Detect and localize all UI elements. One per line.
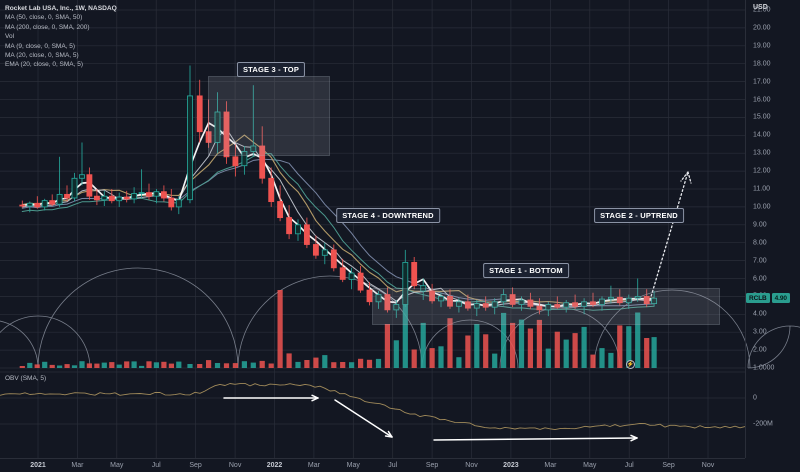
price-tick: 1.0000: [753, 364, 775, 372]
time-axis[interactable]: 2021 Mar May Jul Sep Nov 2022 Mar May Jul Sep Nov 20…: [0, 458, 745, 472]
price-axis-unit: USD: [753, 4, 768, 11]
price-badge-ticker: RCLB: [746, 293, 770, 304]
time-tick: Nov: [701, 462, 715, 469]
time-tick: Jul: [388, 462, 398, 469]
price-tick: 19.00: [753, 42, 771, 50]
time-tick: Jul: [624, 462, 634, 469]
stage-label-stage1: STAGE 1 - BOTTOM: [483, 263, 569, 278]
time-tick: 2023: [503, 462, 519, 469]
stage-box-stage1: [372, 288, 720, 325]
marker-glyph: ⚡: [626, 362, 635, 368]
event-marker-icon[interactable]: ⚡: [626, 360, 635, 369]
time-tick: Mar: [71, 462, 84, 469]
price-tick: 6.00: [753, 275, 767, 282]
stage-box-stage3: [208, 76, 330, 156]
time-tick: Mar: [307, 462, 320, 469]
time-tick: May: [346, 462, 360, 469]
stage-label-stage4: STAGE 4 - DOWNTREND: [336, 208, 440, 223]
time-tick: Jul: [151, 462, 161, 469]
price-tick: 4.00: [753, 310, 767, 318]
price-tick: 21.00: [753, 6, 771, 14]
price-tick: 2.00: [753, 346, 767, 354]
last-price-badge[interactable]: RCLB 4.90: [746, 293, 790, 304]
time-tick: Sep: [189, 462, 202, 469]
price-tick: 14.00: [753, 131, 771, 139]
candlestick-series: [19, 65, 658, 318]
price-tick: 16.00: [753, 96, 771, 103]
price-tick: 15.00: [753, 113, 771, 121]
grid-lines: [0, 0, 745, 458]
price-tick: 13.00: [753, 149, 771, 157]
time-tick: Mar: [544, 462, 557, 469]
time-tick: Sep: [662, 462, 675, 469]
price-tick: 12.00: [753, 167, 771, 175]
obv-tick: -200M: [753, 420, 773, 428]
price-tick: 11.00: [753, 185, 770, 193]
annotation-arrows: [223, 171, 692, 442]
obv-tick: 0: [753, 394, 757, 402]
price-tick: 10.00: [753, 203, 771, 211]
stage-label-stage3: STAGE 3 - TOP: [236, 62, 306, 77]
price-tick: 8.00: [753, 239, 767, 247]
stage-label-stage2: STAGE 2 - UPTREND: [594, 208, 684, 223]
price-tick: 7.00: [753, 257, 767, 265]
price-tick: 18.00: [753, 60, 771, 68]
price-tick: 3.00: [753, 328, 767, 336]
price-tick: 20.00: [753, 24, 771, 32]
price-tick: 17.00: [753, 78, 771, 86]
time-tick: 2021: [30, 462, 46, 469]
time-tick: May: [583, 462, 597, 469]
cycle-arcs: [0, 267, 800, 369]
price-tick: 9.00: [753, 221, 767, 229]
time-tick: Nov: [228, 462, 242, 469]
time-tick: Sep: [425, 462, 439, 469]
obv-series: [0, 382, 746, 431]
volume-bars: [19, 282, 657, 368]
time-tick: 2022: [266, 462, 283, 469]
price-badge-value: 4.90: [771, 293, 790, 304]
price-axis[interactable]: USD 21.00 20.00 19.00 18.00 17.00 16.00 15.00 1…: [745, 0, 800, 458]
time-tick: May: [110, 462, 124, 469]
time-tick: Nov: [465, 462, 478, 469]
